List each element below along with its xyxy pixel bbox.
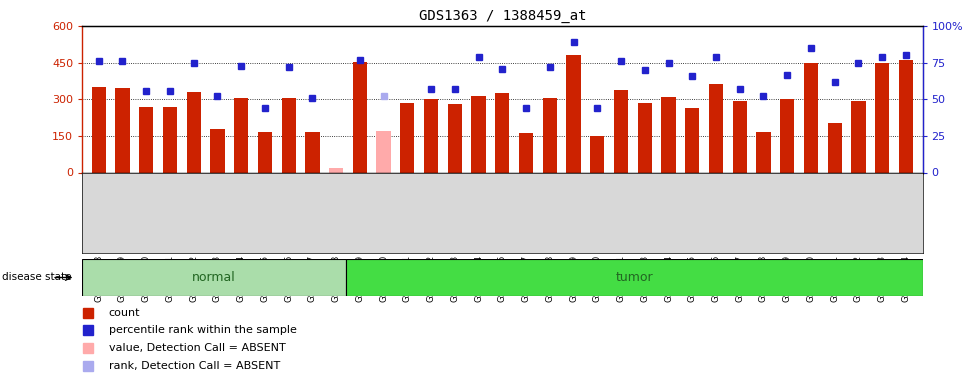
Bar <box>756 132 771 172</box>
Bar <box>662 97 675 172</box>
Bar <box>139 106 154 172</box>
Bar <box>329 168 343 172</box>
Text: rank, Detection Call = ABSENT: rank, Detection Call = ABSENT <box>108 361 280 371</box>
Bar <box>732 100 747 172</box>
Bar <box>305 132 320 172</box>
Bar <box>234 98 248 172</box>
Bar <box>211 129 224 173</box>
Bar <box>115 88 129 172</box>
Bar <box>519 133 533 172</box>
Bar <box>496 93 509 172</box>
Bar <box>447 104 462 172</box>
Bar <box>543 98 557 172</box>
Text: normal: normal <box>192 271 236 284</box>
Bar <box>186 92 201 172</box>
Bar <box>590 136 605 172</box>
Bar <box>258 132 272 172</box>
Text: count: count <box>108 308 140 318</box>
Bar <box>875 63 890 173</box>
Bar <box>346 259 923 296</box>
Text: disease state: disease state <box>2 273 71 282</box>
Bar <box>638 103 652 172</box>
Bar <box>471 96 486 172</box>
Bar <box>851 100 866 172</box>
Bar <box>400 103 414 172</box>
Bar <box>281 98 296 172</box>
Text: percentile rank within the sample: percentile rank within the sample <box>108 326 297 336</box>
Bar <box>828 123 841 172</box>
Bar <box>709 84 724 172</box>
Bar <box>898 60 913 172</box>
Text: tumor: tumor <box>615 271 653 284</box>
Bar <box>377 131 390 172</box>
Bar <box>92 87 106 172</box>
Bar <box>804 63 818 173</box>
Bar <box>781 99 794 172</box>
Bar <box>614 90 628 172</box>
Bar <box>566 56 581 172</box>
Bar <box>163 106 177 172</box>
Bar <box>82 259 346 296</box>
Text: value, Detection Call = ABSENT: value, Detection Call = ABSENT <box>108 343 285 353</box>
Bar <box>353 62 367 172</box>
Bar <box>424 99 439 172</box>
Bar <box>685 108 699 172</box>
Text: GDS1363 / 1388459_at: GDS1363 / 1388459_at <box>418 9 586 23</box>
